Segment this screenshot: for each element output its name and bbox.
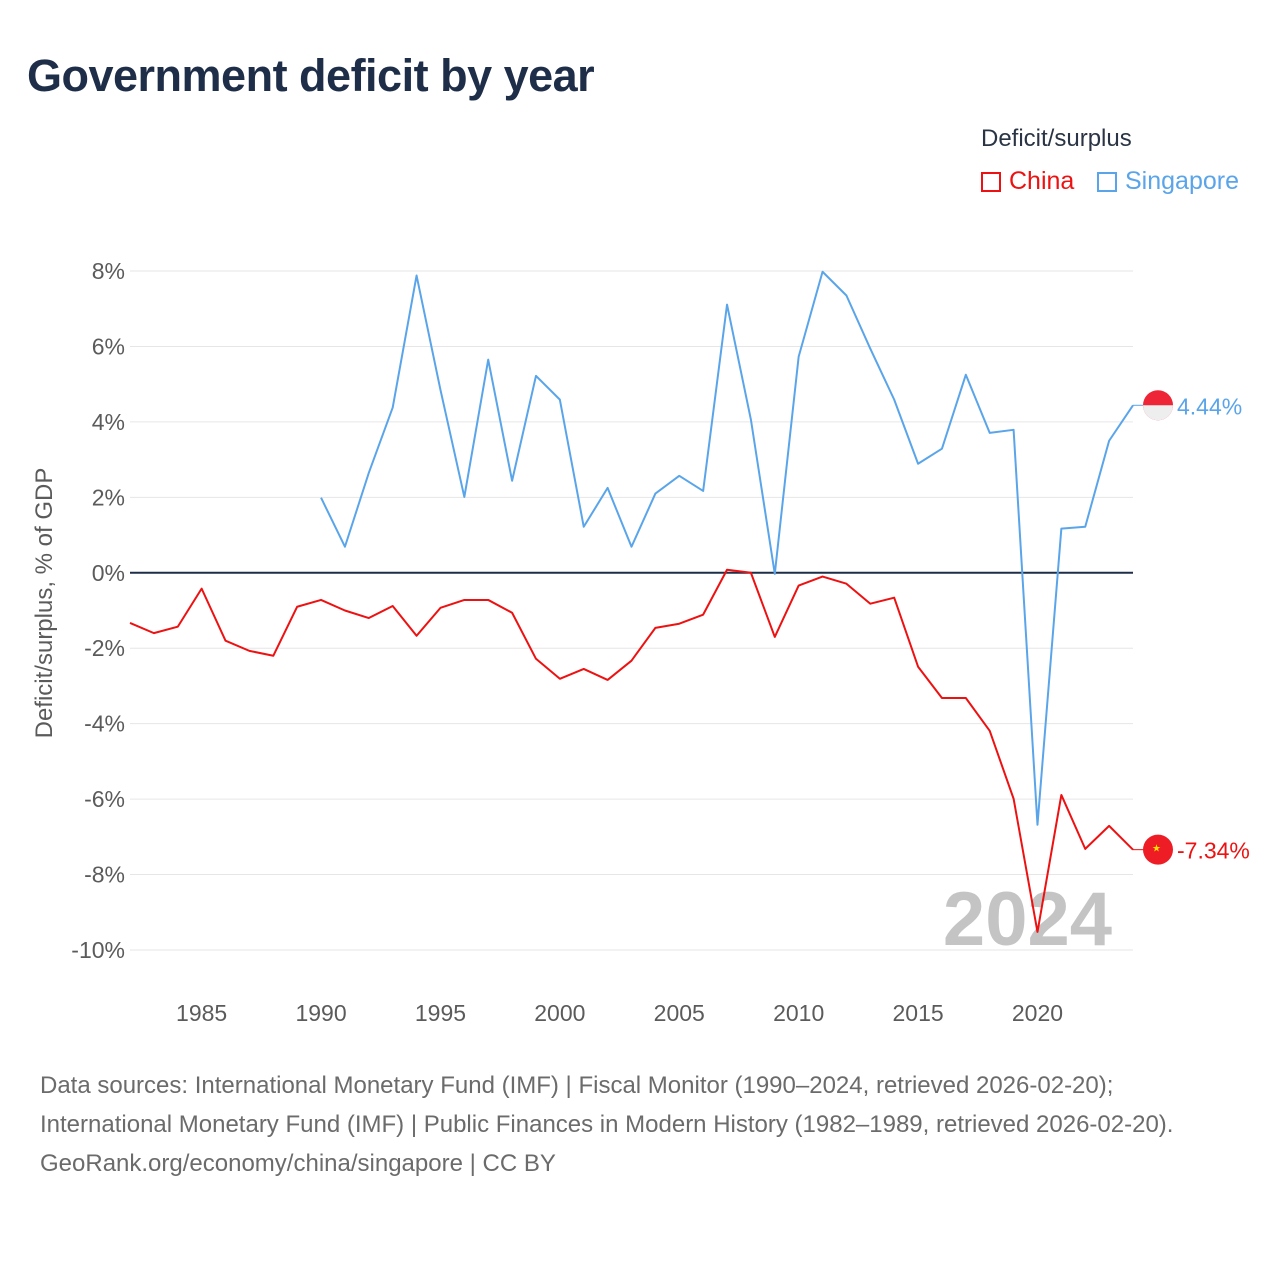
- legend-swatch-singapore: [1097, 171, 1117, 192]
- y-tick-label: 4%: [92, 409, 125, 435]
- x-tick-label: 2010: [773, 1000, 824, 1026]
- y-tick-label: -8%: [84, 862, 125, 888]
- line-chart: 8% 6% 4% 2% 0% -2% -4% -6% -8% -10% 1985 1990 1995 20…: [31, 258, 1250, 1026]
- y-tick-label: 8%: [92, 258, 125, 284]
- year-watermark: 2024: [943, 877, 1112, 962]
- x-tick-label: 2005: [654, 1000, 705, 1026]
- y-tick-label: 6%: [92, 333, 125, 359]
- legend-item-china[interactable]: China: [981, 167, 1074, 196]
- x-tick-label: 2000: [534, 1000, 585, 1026]
- x-tick-label: 1995: [415, 1000, 466, 1026]
- legend-item-singapore[interactable]: Singapore: [1097, 167, 1239, 196]
- legend-label-china: China: [1009, 167, 1075, 195]
- y-tick-label: 0%: [92, 560, 125, 586]
- legend-swatch-china: [981, 171, 1001, 192]
- series-line-china: [129, 568, 1134, 933]
- y-tick-label: -4%: [84, 711, 125, 737]
- singapore-flag-white-half: [1143, 405, 1173, 421]
- chart-title: Government deficit by year: [27, 50, 595, 101]
- data-sources: Data sources: International Monetary Fun…: [40, 1072, 1174, 1138]
- y-tick-label: 2%: [92, 484, 125, 510]
- end-label-china: -7.34%: [1177, 838, 1250, 864]
- y-axis-label: Deficit/surplus, % of GDP: [31, 468, 58, 739]
- y-tick-label: -6%: [84, 786, 125, 812]
- x-tick-label: 1990: [295, 1000, 346, 1026]
- x-tick-label: 1985: [176, 1000, 227, 1026]
- legend-title: Deficit/surplus: [981, 125, 1132, 152]
- series-line-singapore: [320, 270, 1134, 826]
- x-tick-label: 2015: [892, 1000, 943, 1026]
- x-tick-label: 2020: [1012, 1000, 1063, 1026]
- end-label-singapore: 4.44%: [1177, 393, 1242, 419]
- y-tick-label: -10%: [71, 937, 125, 963]
- china-flag-star: ★: [1152, 844, 1161, 855]
- legend-label-singapore: Singapore: [1125, 167, 1239, 195]
- credit-link[interactable]: GeoRank.org/economy/china/singapore | CC…: [40, 1150, 556, 1177]
- y-tick-label: -2%: [84, 635, 125, 661]
- china-flag-icon: [1143, 834, 1173, 865]
- footer: Data sources: International Monetary Fun…: [40, 1066, 1250, 1183]
